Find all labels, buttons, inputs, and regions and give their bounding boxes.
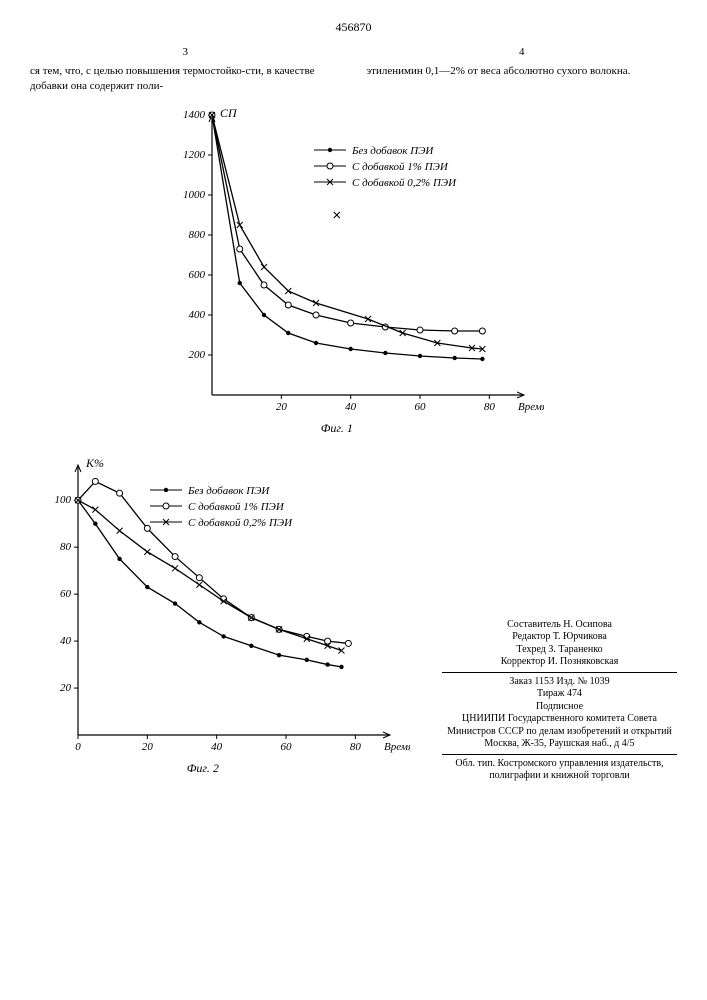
fig2-wrap: 20 40 60 80 100 0 20 40 60 80 К% Время, час Фиг. 2 Бе… [30, 450, 410, 783]
svg-text:К%: К% [85, 456, 104, 470]
svg-text:800: 800 [188, 229, 205, 241]
svg-text:20: 20 [60, 682, 72, 694]
svg-text:200: 200 [188, 349, 205, 361]
svg-text:80: 80 [350, 741, 362, 753]
pub-tech: Техред З. Тараненко [442, 644, 677, 657]
svg-text:0: 0 [75, 741, 81, 753]
svg-text:1000: 1000 [183, 189, 206, 201]
svg-text:40: 40 [211, 741, 223, 753]
svg-text:400: 400 [188, 309, 205, 321]
svg-text:1200: 1200 [183, 149, 206, 161]
svg-text:80: 80 [483, 401, 495, 413]
pub-corrector: Корректор И. Позняковская [442, 656, 677, 669]
text-right: этиленимин 0,1—2% от веса абсолютно сухо… [366, 65, 630, 77]
svg-text:60: 60 [281, 741, 293, 753]
fig1-chart: 200 400 600 800 1000 1200 1400 20 40 60 80 СП Время,… [164, 100, 544, 440]
svg-text:С добавкой 1% ПЭИ: С добавкой 1% ПЭИ [352, 161, 449, 173]
svg-text:20: 20 [275, 401, 287, 413]
svg-text:Без добавок ПЭИ: Без добавок ПЭИ [351, 145, 434, 157]
publication-block: Составитель Н. Осипова Редактор Т. Юрчик… [442, 619, 677, 783]
pub-tirazh: Тираж 474 [442, 688, 677, 701]
svg-text:1400: 1400 [183, 109, 206, 121]
svg-text:Время, час: Время, час [384, 741, 410, 753]
page-num-left: 3 [30, 45, 341, 60]
fig2-chart: 20 40 60 80 100 0 20 40 60 80 К% Время, час Фиг. 2 Бе… [30, 450, 410, 780]
text-columns: 3 ся тем, что, с целью повышения термост… [30, 45, 677, 94]
svg-text:40: 40 [345, 401, 357, 413]
svg-text:Время, час: Время, час [518, 401, 544, 413]
svg-text:Фиг. 1: Фиг. 1 [320, 421, 352, 435]
svg-text:С добавкой 0,2% ПЭИ: С добавкой 0,2% ПЭИ [188, 517, 293, 529]
svg-text:60: 60 [414, 401, 426, 413]
pub-author: Составитель Н. Осипова [442, 619, 677, 632]
text-left: ся тем, что, с целью повышения термостой… [30, 65, 315, 92]
svg-text:60: 60 [60, 588, 72, 600]
svg-text:Фиг. 2: Фиг. 2 [187, 761, 219, 775]
bottom-row: 20 40 60 80 100 0 20 40 60 80 К% Время, час Фиг. 2 Бе… [30, 450, 677, 783]
pub-editor: Редактор Т. Юрчикова [442, 631, 677, 644]
pub-org1: ЦНИИПИ Государственного комитета Совета … [442, 713, 677, 751]
svg-text:80: 80 [60, 541, 72, 553]
svg-text:СП: СП [220, 106, 238, 120]
pub-subs: Подписное [442, 701, 677, 714]
svg-text:С добавкой 0,2% ПЭИ: С добавкой 0,2% ПЭИ [352, 177, 457, 189]
svg-text:40: 40 [60, 635, 72, 647]
svg-text:С добавкой 1% ПЭИ: С добавкой 1% ПЭИ [188, 501, 285, 513]
svg-text:600: 600 [188, 269, 205, 281]
pub-order: Заказ 1153 Изд. № 1039 [442, 676, 677, 689]
col-left: 3 ся тем, что, с целью повышения термост… [30, 45, 341, 94]
pub-org2: Обл. тип. Костромского управления издате… [442, 758, 677, 783]
svg-text:Без добавок ПЭИ: Без добавок ПЭИ [187, 485, 270, 497]
svg-text:20: 20 [142, 741, 154, 753]
fig1-wrap: 200 400 600 800 1000 1200 1400 20 40 60 80 СП Время,… [30, 100, 677, 440]
page-num-right: 4 [366, 45, 677, 60]
col-right: 4 этиленимин 0,1—2% от веса абсолютно су… [366, 45, 677, 94]
svg-text:100: 100 [55, 494, 72, 506]
doc-number: 456870 [30, 20, 677, 35]
